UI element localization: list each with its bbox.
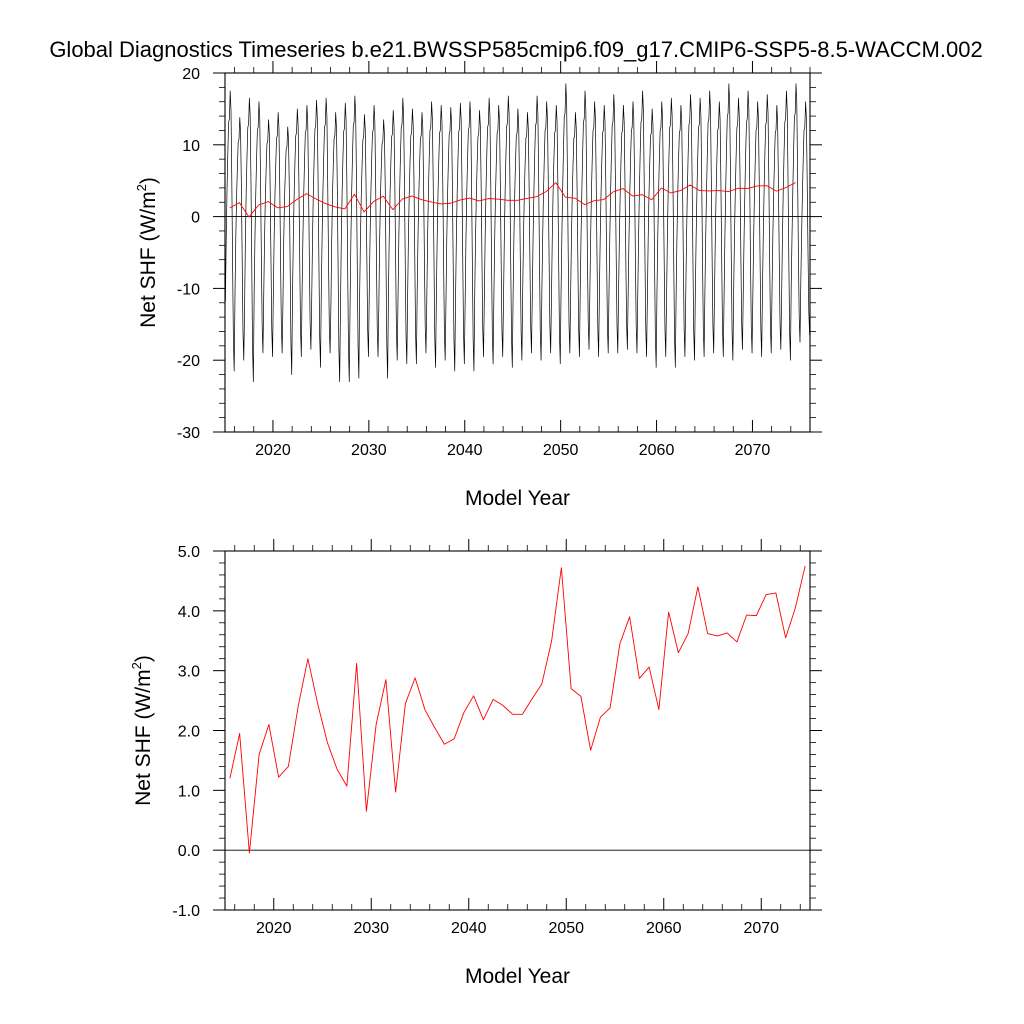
top-series-monthly-line xyxy=(225,83,810,383)
top-x-tick-label: 2040 xyxy=(447,442,483,459)
top-y-tick-label: 10 xyxy=(182,138,200,155)
bottom-y-tick-label: 4.0 xyxy=(178,604,200,621)
bottom-y-tick-label: 1.0 xyxy=(178,783,200,800)
top-y-axis-label-close: ) xyxy=(137,177,160,184)
bottom-y-tick-label: 3.0 xyxy=(178,664,200,681)
top-x-tick-label: 2070 xyxy=(735,442,771,459)
bottom-y-tick-label: 2.0 xyxy=(178,724,200,741)
bottom-y-axis-label: Net SHF (W/m2) xyxy=(129,655,155,806)
bottom-x-tick-label: 2040 xyxy=(451,920,487,937)
top-panel: 2020 2030 2040 2050 2060 2070 -30 -20 -10 0 10 20 Mo… xyxy=(134,61,822,510)
bottom-x-axis-label: Model Year xyxy=(465,965,570,988)
top-plot-frame xyxy=(224,72,811,433)
bottom-x-tick-label: 2060 xyxy=(646,920,682,937)
bottom-y-axis-label-sup: 2 xyxy=(129,662,144,669)
top-y-tick-label: -30 xyxy=(177,425,200,442)
bottom-x-tick-label: 2050 xyxy=(548,920,584,937)
bottom-series-annual-line xyxy=(229,565,806,854)
top-y-axis-label: Net SHF (W/m2) xyxy=(134,177,160,328)
top-y-tick-label: 20 xyxy=(182,66,200,83)
bottom-x-tick-label: 2030 xyxy=(353,920,389,937)
bottom-y-tick-label: 0.0 xyxy=(178,843,200,860)
bottom-panel: 2020 2030 2040 2050 2060 2070 -1.0 0.0 1.0 2.0 3.0… xyxy=(129,539,822,988)
top-y-axis-label-sup: 2 xyxy=(134,184,149,191)
bottom-y-tick-label: -1.0 xyxy=(172,903,200,920)
bottom-y-axis-label-main: Net SHF (W/m xyxy=(132,669,155,806)
top-series-annual-line xyxy=(229,182,796,218)
bottom-y-axis-label-close: ) xyxy=(132,655,155,662)
bottom-x-tick-label: 2020 xyxy=(256,920,292,937)
chart-title: Global Diagnostics Timeseries b.e21.BWSS… xyxy=(49,37,982,62)
top-x-tick-label: 2030 xyxy=(351,442,387,459)
bottom-x-tick-label: 2070 xyxy=(743,920,779,937)
top-x-tick-label: 2020 xyxy=(255,442,291,459)
top-x-tick-label: 2050 xyxy=(543,442,579,459)
top-y-tick-label: 0 xyxy=(191,210,200,227)
top-y-tick-label: -10 xyxy=(177,281,200,298)
top-y-tick-label: -20 xyxy=(177,353,200,370)
top-x-tick-label: 2060 xyxy=(639,442,675,459)
bottom-y-tick-label: 5.0 xyxy=(178,544,200,561)
bottom-plot-frame xyxy=(224,550,811,911)
top-x-axis-label: Model Year xyxy=(465,487,570,510)
top-y-axis-label-main: Net SHF (W/m xyxy=(137,191,160,328)
